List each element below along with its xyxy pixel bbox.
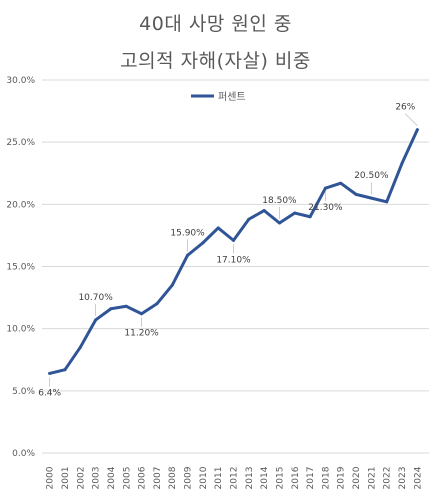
x-tick-label: 2001 [61, 467, 71, 490]
y-tick-label: 20.0% [6, 200, 35, 210]
x-tick-label: 2021 [367, 467, 377, 490]
x-tick-label: 2007 [153, 467, 163, 490]
x-tick-label: 2013 [245, 467, 255, 490]
data-point [201, 241, 205, 245]
chart-title-line-1: 40대 사망 원인 중 [139, 13, 292, 35]
x-tick-label: 2011 [214, 467, 224, 490]
data-point [78, 345, 82, 349]
x-tick-label: 2004 [107, 466, 117, 489]
x-tick-label: 2014 [260, 466, 270, 489]
data-label-leader [405, 113, 418, 127]
y-tick-label: 10.0% [6, 325, 35, 335]
data-point [94, 318, 98, 322]
x-tick-label: 2016 [291, 466, 301, 489]
x-tick-label: 2015 [275, 467, 285, 490]
data-label: 26% [395, 103, 415, 113]
x-tick-label: 2003 [92, 467, 102, 490]
x-tick-label: 2010 [199, 466, 209, 489]
legend-label: 퍼센트 [218, 91, 246, 103]
data-point [186, 253, 190, 257]
y-tick-label: 15.0% [6, 263, 35, 273]
data-point [216, 226, 220, 230]
data-label: 17.10% [216, 255, 251, 265]
data-point [339, 181, 343, 185]
data-point [400, 161, 404, 165]
data-point [109, 307, 113, 311]
data-point [323, 186, 327, 190]
data-point [293, 211, 297, 215]
chart-title-line-2: 고의적 자해(자살) 비중 [120, 50, 311, 72]
x-tick-label: 2020 [352, 466, 362, 489]
x-tick-label: 2002 [76, 467, 86, 490]
data-point [48, 371, 52, 375]
data-point [277, 221, 281, 225]
x-tick-label: 2023 [398, 467, 408, 490]
data-label: 6.4% [38, 388, 61, 398]
x-tick-label: 2024 [413, 466, 423, 489]
data-label: 21.30% [308, 203, 343, 213]
data-label: 15.90% [170, 228, 205, 238]
x-tick-label: 2005 [122, 467, 132, 490]
data-label: 20.50% [354, 171, 389, 181]
data-point [369, 196, 373, 200]
data-label: 11.20% [124, 329, 159, 339]
x-tick-label: 2012 [230, 467, 240, 490]
x-tick-label: 2009 [184, 466, 194, 489]
y-tick-label: 0.0% [12, 449, 35, 459]
y-tick-label: 5.0% [12, 387, 35, 397]
x-tick-label: 2008 [168, 466, 178, 489]
data-point [124, 304, 128, 308]
data-point [415, 128, 419, 132]
data-point [385, 200, 389, 204]
data-label: 10.70% [78, 293, 113, 303]
x-tick-label: 2017 [306, 467, 316, 490]
data-label: 18.50% [262, 196, 297, 206]
data-point [63, 368, 67, 372]
x-tick-label: 2019 [337, 466, 347, 489]
data-point [308, 215, 312, 219]
data-point [170, 283, 174, 287]
x-tick-label: 2022 [383, 467, 393, 490]
y-tick-label: 30.0% [6, 76, 35, 86]
data-point [247, 217, 251, 221]
x-tick-label: 2000 [46, 466, 56, 489]
data-point [354, 192, 358, 196]
data-point [140, 312, 144, 316]
x-tick-label: 2006 [138, 466, 148, 489]
x-tick-label: 2018 [321, 466, 331, 489]
data-point [232, 238, 235, 242]
y-tick-label: 25.0% [6, 138, 35, 148]
data-point [155, 302, 159, 306]
data-point [262, 209, 266, 213]
